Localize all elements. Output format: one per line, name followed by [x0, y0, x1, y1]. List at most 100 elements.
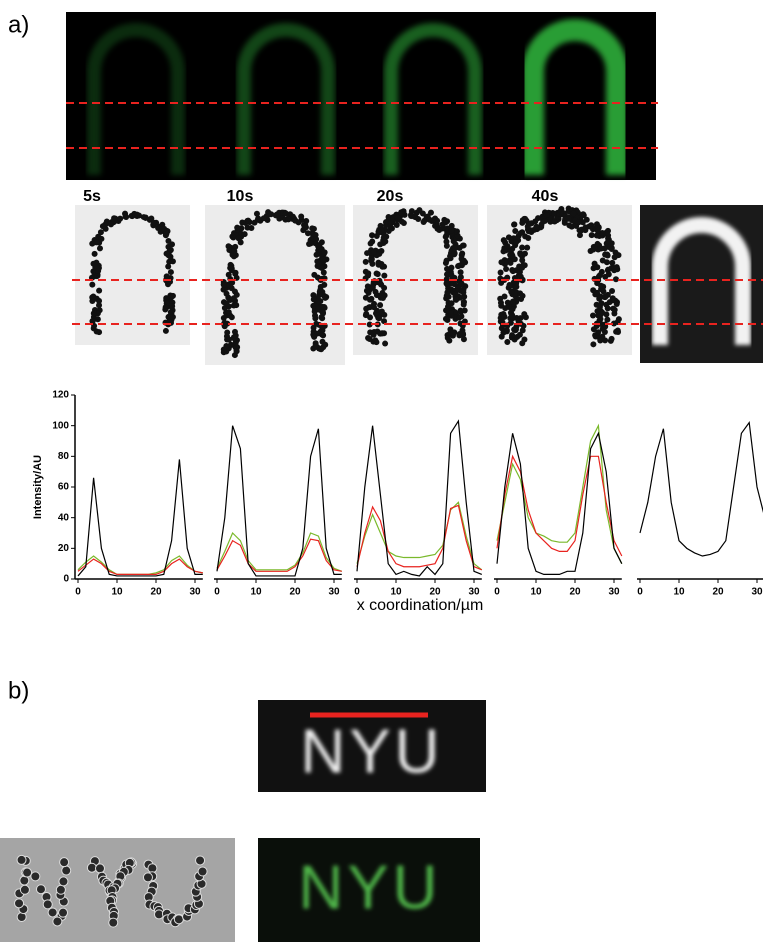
- bead: [591, 260, 598, 267]
- bead: [521, 250, 528, 257]
- bead: [59, 857, 70, 868]
- bead: [608, 335, 615, 342]
- bead: [161, 225, 168, 232]
- bead: [595, 329, 602, 336]
- bead: [596, 272, 603, 279]
- bead: [594, 308, 601, 315]
- bead: [388, 220, 395, 227]
- bead: [519, 277, 526, 284]
- bead: [519, 257, 526, 264]
- bead: [362, 258, 369, 265]
- bead: [460, 301, 467, 308]
- bead: [167, 253, 174, 260]
- bead: [169, 313, 176, 320]
- profile-line: [356, 419, 483, 577]
- bead: [601, 245, 608, 252]
- bead: [233, 291, 240, 298]
- bead: [497, 269, 504, 276]
- bead: [378, 281, 385, 288]
- bead: [55, 884, 66, 895]
- bead: [448, 300, 455, 307]
- bead: [613, 300, 620, 307]
- bead: [47, 907, 58, 918]
- nyu-letters: NYU: [301, 717, 444, 786]
- fluorescence-u: [522, 19, 628, 175]
- bead: [94, 316, 101, 323]
- bead: [97, 229, 104, 236]
- bead: [89, 294, 96, 301]
- bead: [594, 240, 601, 247]
- x-tick-label: 10: [111, 587, 123, 598]
- x-tick-label: 20: [569, 587, 581, 598]
- profile-line: [496, 454, 623, 557]
- bead: [514, 333, 521, 340]
- bead: [590, 265, 597, 272]
- bead: [225, 309, 232, 316]
- bead: [521, 216, 528, 223]
- bead: [519, 244, 526, 251]
- x-tick-label: 0: [354, 587, 360, 598]
- bead: [225, 281, 232, 288]
- bead: [381, 318, 388, 325]
- profile-line: [639, 421, 763, 557]
- x-tick-label: 20: [289, 587, 301, 598]
- bead: [508, 252, 515, 259]
- bead: [551, 218, 558, 225]
- bead: [377, 241, 384, 248]
- bead: [610, 305, 617, 312]
- bead: [426, 216, 433, 223]
- time-label: 5s: [83, 188, 101, 205]
- bead: [609, 259, 616, 266]
- bead: [311, 271, 318, 278]
- bead: [503, 327, 510, 334]
- bead: [408, 208, 415, 215]
- bead: [165, 238, 172, 245]
- bead: [576, 232, 583, 239]
- bead: [498, 259, 505, 266]
- profile-line: [356, 504, 483, 571]
- bead: [599, 229, 606, 236]
- bead: [365, 270, 372, 277]
- bead: [318, 239, 325, 246]
- profile-line: [356, 501, 483, 571]
- bead: [590, 246, 597, 253]
- y-tick-label: 20: [58, 543, 70, 554]
- bead: [255, 215, 262, 222]
- bead: [99, 223, 106, 230]
- bead: [504, 299, 511, 306]
- bead: [513, 324, 520, 331]
- bead: [167, 269, 174, 276]
- x-tick-label: 30: [189, 587, 201, 598]
- bead: [61, 865, 72, 876]
- bead: [400, 220, 407, 227]
- bead: [226, 336, 233, 343]
- bead: [148, 215, 155, 222]
- bead: [311, 333, 318, 340]
- bead: [318, 314, 325, 321]
- profile-line: [216, 531, 343, 572]
- bead: [96, 287, 103, 294]
- bead: [173, 914, 184, 925]
- bead: [507, 319, 514, 326]
- x-tick-label: 0: [214, 587, 220, 598]
- bead: [239, 219, 246, 226]
- bead: [298, 213, 305, 220]
- bead: [95, 267, 102, 274]
- bead: [443, 242, 450, 249]
- bead: [459, 259, 466, 266]
- bead: [321, 249, 328, 256]
- bead: [509, 313, 516, 320]
- bead: [163, 273, 170, 280]
- bead: [370, 304, 377, 311]
- bead: [220, 281, 227, 288]
- bead: [319, 331, 326, 338]
- profile-line: [216, 425, 342, 577]
- bead: [381, 311, 388, 318]
- bead: [169, 258, 176, 265]
- bead: [301, 224, 308, 231]
- bead: [232, 302, 239, 309]
- bead: [450, 330, 457, 337]
- time-label: 40s: [532, 188, 559, 205]
- bead: [565, 215, 572, 222]
- bead: [509, 332, 516, 339]
